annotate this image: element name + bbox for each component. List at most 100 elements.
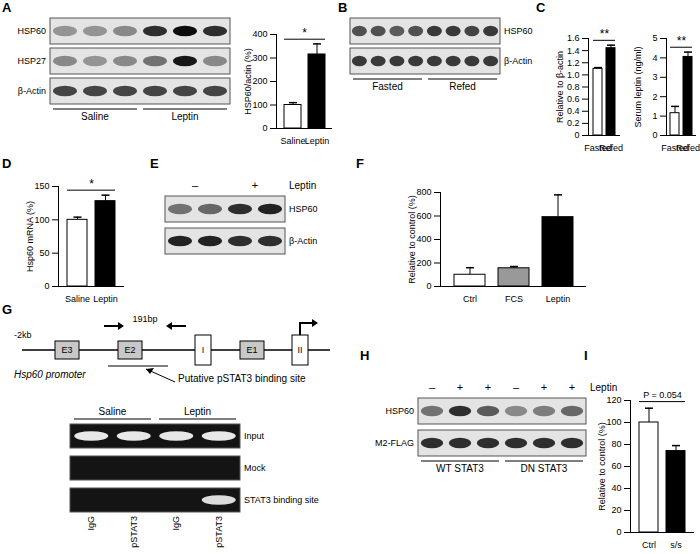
svg-text:II: II: [297, 345, 302, 355]
svg-text:FCS: FCS: [505, 294, 523, 304]
svg-text:150: 150: [34, 181, 49, 191]
svg-text:E: E: [150, 156, 159, 171]
svg-text:80: 80: [611, 439, 621, 449]
svg-text:HSP60/actin (%): HSP60/actin (%): [243, 48, 253, 115]
svg-text:400: 400: [252, 29, 267, 39]
svg-text:120: 120: [606, 395, 621, 405]
svg-text:100: 100: [252, 100, 267, 110]
svg-text:0.2: 0.2: [567, 118, 580, 128]
svg-text:I: I: [202, 345, 205, 355]
svg-text:+: +: [569, 381, 575, 393]
svg-text:IgG: IgG: [86, 516, 96, 531]
svg-text:Leptin: Leptin: [171, 111, 198, 122]
svg-text:–: –: [429, 381, 436, 393]
svg-text:3: 3: [652, 72, 657, 82]
svg-text:E1: E1: [246, 345, 257, 355]
svg-text:191bp: 191bp: [132, 314, 157, 324]
svg-text:1.4: 1.4: [567, 46, 580, 56]
svg-text:0: 0: [44, 281, 49, 291]
svg-text:200: 200: [416, 258, 431, 268]
svg-text:WT STAT3: WT STAT3: [436, 463, 484, 474]
svg-text:-2kb: -2kb: [14, 330, 32, 340]
svg-text:Leptin: Leptin: [546, 294, 571, 304]
svg-text:1: 1: [652, 111, 657, 121]
svg-text:100: 100: [606, 417, 621, 427]
svg-text:0: 0: [262, 123, 267, 133]
svg-text:0.6: 0.6: [567, 94, 580, 104]
svg-text:Hsp60 mRNA (%): Hsp60 mRNA (%): [25, 201, 35, 272]
svg-text:Relative to control (%): Relative to control (%): [407, 195, 417, 284]
svg-text:β-Actin: β-Actin: [18, 86, 46, 96]
svg-text:Ctrl: Ctrl: [642, 540, 656, 550]
svg-text:Hsp60 promoter: Hsp60 promoter: [14, 369, 86, 380]
svg-text:20: 20: [611, 505, 621, 515]
svg-text:β-Actin: β-Actin: [289, 236, 317, 246]
svg-text:60: 60: [611, 461, 621, 471]
svg-text:s/s: s/s: [670, 540, 682, 550]
svg-text:HSP60: HSP60: [17, 26, 46, 36]
svg-text:Mock: Mock: [244, 463, 266, 473]
svg-text:F: F: [356, 156, 364, 171]
svg-text:–: –: [192, 179, 199, 191]
svg-text:Putative pSTAT3 binding site: Putative pSTAT3 binding site: [178, 373, 306, 384]
svg-text:1.2: 1.2: [567, 58, 580, 68]
svg-text:Ctrl: Ctrl: [463, 294, 477, 304]
svg-text:0.4: 0.4: [567, 106, 580, 116]
svg-text:Refed: Refed: [449, 81, 476, 92]
svg-text:400: 400: [416, 234, 431, 244]
svg-text:Saline: Saline: [99, 406, 127, 417]
svg-text:B: B: [338, 0, 347, 15]
svg-text:Leptin: Leptin: [305, 136, 330, 146]
svg-text:C: C: [536, 0, 546, 15]
svg-text:E3: E3: [61, 345, 72, 355]
svg-text:Saline: Saline: [81, 111, 109, 122]
svg-text:100: 100: [34, 215, 49, 225]
svg-text:*: *: [302, 26, 307, 40]
svg-text:Refed: Refed: [676, 143, 700, 153]
svg-text:HSP60: HSP60: [385, 406, 414, 416]
svg-text:Leptin: Leptin: [289, 180, 316, 191]
svg-text:Saline: Saline: [280, 136, 305, 146]
svg-text:+: +: [485, 381, 491, 393]
svg-text:0: 0: [616, 527, 621, 537]
svg-text:Leptin: Leptin: [184, 406, 211, 417]
svg-text:+: +: [457, 381, 463, 393]
svg-text:50: 50: [39, 248, 49, 258]
svg-text:Relative to β-actin: Relative to β-actin: [555, 51, 565, 123]
svg-text:HSP60: HSP60: [289, 204, 318, 214]
svg-text:0: 0: [652, 130, 657, 140]
svg-text:0: 0: [426, 281, 431, 291]
svg-text:+: +: [252, 179, 258, 191]
svg-text:pSTAT3: pSTAT3: [129, 516, 139, 548]
svg-text:Input: Input: [244, 431, 265, 441]
svg-text:Leptin: Leptin: [93, 294, 118, 304]
svg-text:800: 800: [416, 187, 431, 197]
svg-text:β-Actin: β-Actin: [504, 56, 532, 66]
svg-text:+: +: [541, 381, 547, 393]
svg-text:–: –: [513, 381, 520, 393]
svg-text:H: H: [360, 348, 369, 363]
svg-text:**: **: [600, 27, 610, 41]
svg-text:DN STAT3: DN STAT3: [521, 463, 568, 474]
svg-text:STAT3 binding site: STAT3 binding site: [244, 495, 319, 505]
svg-text:**: **: [677, 34, 687, 48]
svg-text:Saline: Saline: [65, 294, 90, 304]
svg-text:600: 600: [416, 211, 431, 221]
svg-text:1.6: 1.6: [567, 33, 580, 43]
svg-text:I: I: [584, 348, 588, 363]
svg-text:0.8: 0.8: [567, 82, 580, 92]
svg-text:IgG: IgG: [171, 516, 181, 531]
svg-text:200: 200: [252, 76, 267, 86]
svg-text:E2: E2: [124, 345, 135, 355]
svg-text:Refed: Refed: [599, 143, 623, 153]
svg-text:M2-FLAG: M2-FLAG: [375, 438, 414, 448]
svg-text:HSP27: HSP27: [17, 56, 46, 66]
svg-text:P = 0.054: P = 0.054: [643, 390, 682, 400]
svg-text:5: 5: [652, 33, 657, 43]
svg-text:*: *: [89, 177, 94, 191]
svg-text:2: 2: [652, 92, 657, 102]
svg-text:Serum leptin (ng/ml): Serum leptin (ng/ml): [633, 46, 643, 127]
svg-text:40: 40: [611, 483, 621, 493]
svg-text:Leptin: Leptin: [590, 382, 617, 393]
svg-text:300: 300: [252, 53, 267, 63]
